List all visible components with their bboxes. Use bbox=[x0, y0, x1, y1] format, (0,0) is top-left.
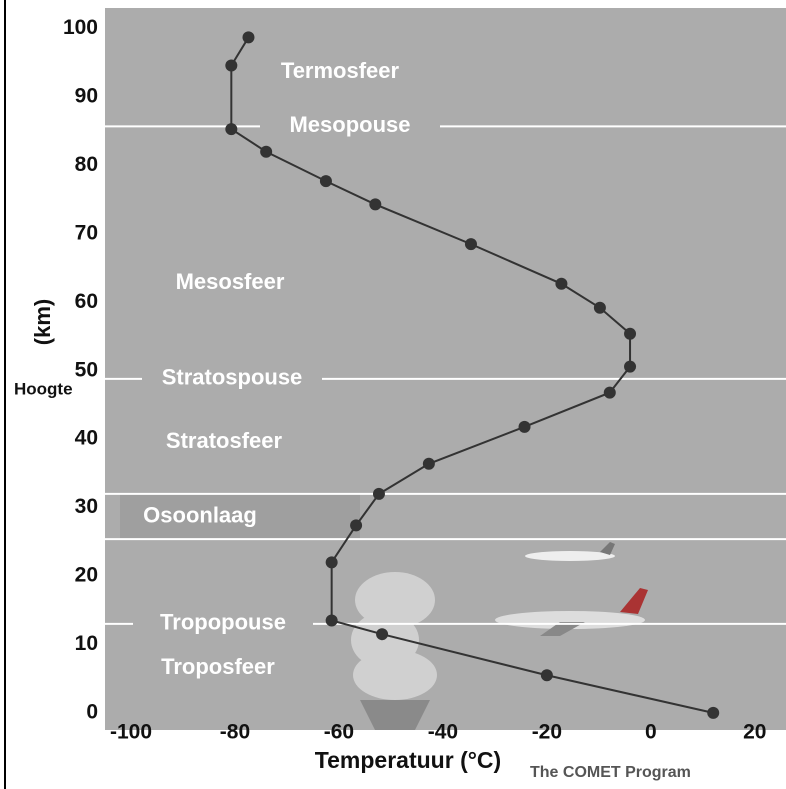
data-point bbox=[326, 615, 338, 627]
y-tick-label: 20 bbox=[75, 564, 98, 587]
data-point bbox=[707, 707, 719, 719]
data-point bbox=[225, 123, 237, 135]
data-point bbox=[320, 175, 332, 187]
layer-label: Stratosfeer bbox=[166, 428, 283, 453]
data-point bbox=[604, 387, 616, 399]
data-point bbox=[519, 421, 531, 433]
x-tick-label: -20 bbox=[532, 721, 562, 744]
data-point bbox=[541, 669, 553, 681]
credit: The COMET Program bbox=[530, 764, 691, 781]
x-tick-label: -40 bbox=[428, 721, 458, 744]
data-point bbox=[624, 361, 636, 373]
y-tick-label: 30 bbox=[75, 495, 98, 518]
y-tick-label: 100 bbox=[63, 16, 98, 39]
data-point bbox=[376, 628, 388, 640]
x-axis-title: Temperatuur (°C) bbox=[315, 747, 501, 773]
y-axis-subtitle: Hoogte bbox=[14, 379, 73, 398]
y-tick-label: 50 bbox=[75, 358, 98, 381]
x-tick-label: -100 bbox=[110, 721, 152, 744]
data-point bbox=[225, 59, 237, 71]
data-point bbox=[594, 302, 606, 314]
boundary-label: Mesopouse bbox=[289, 112, 410, 137]
data-point bbox=[373, 488, 385, 500]
data-point bbox=[423, 458, 435, 470]
data-point bbox=[465, 238, 477, 250]
chart: The COMET Program Temperatuur (°C) (km) … bbox=[0, 0, 786, 789]
boundary-label: Tropopouse bbox=[160, 610, 286, 635]
y-tick-label: 0 bbox=[86, 700, 98, 723]
layer-label: Troposfeer bbox=[161, 654, 275, 679]
x-tick-label: -60 bbox=[324, 721, 354, 744]
data-point bbox=[260, 146, 272, 158]
y-tick-label: 70 bbox=[75, 221, 98, 244]
data-point bbox=[624, 328, 636, 340]
y-tick-label: 10 bbox=[75, 632, 98, 655]
y-axis-title: (km) bbox=[30, 299, 55, 345]
data-point bbox=[369, 198, 381, 210]
y-tick-label: 90 bbox=[75, 85, 98, 108]
data-point bbox=[242, 31, 254, 43]
y-tick-label: 60 bbox=[75, 290, 98, 313]
x-tick-label: -80 bbox=[220, 721, 250, 744]
y-tick-label: 80 bbox=[75, 153, 98, 176]
layer-label: Mesosfeer bbox=[176, 269, 285, 294]
data-point bbox=[350, 519, 362, 531]
x-tick-label: 20 bbox=[743, 721, 766, 744]
layer-label: Termosfeer bbox=[281, 58, 400, 83]
data-point bbox=[555, 278, 567, 290]
y-tick-label: 40 bbox=[75, 427, 98, 450]
ozone-label: Osoonlaag bbox=[143, 502, 257, 527]
boundary-label: Stratospouse bbox=[162, 365, 303, 390]
x-tick-label: 0 bbox=[645, 721, 657, 744]
data-point bbox=[326, 556, 338, 568]
